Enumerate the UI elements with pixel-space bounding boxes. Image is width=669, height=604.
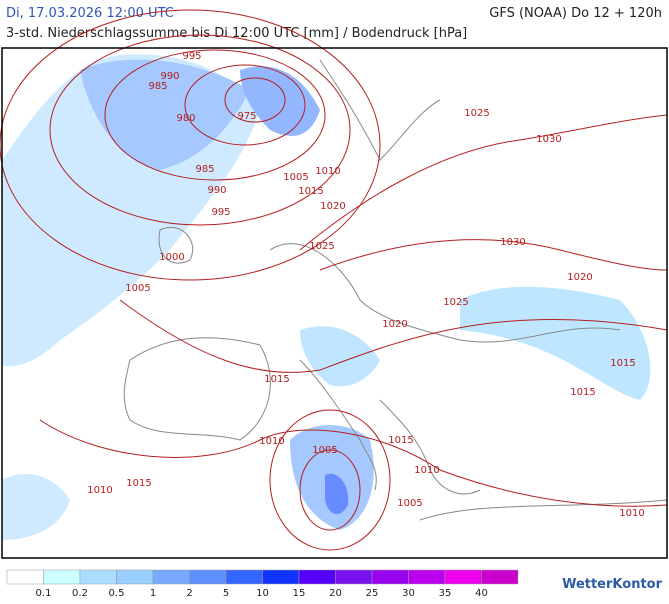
legend-swatch [408, 569, 446, 585]
isobar-label: 985 [195, 164, 214, 175]
isobar-label: 1010 [87, 485, 112, 496]
legend-label: 10 [256, 588, 269, 599]
isobar-label: 1005 [283, 172, 308, 183]
legend-label: 0.1 [36, 588, 52, 599]
legend-swatch [298, 569, 336, 585]
legend-swatch [189, 569, 227, 585]
isobar-label: 1025 [309, 241, 334, 252]
isobar-label: 1015 [610, 358, 635, 369]
subtitle: 3-std. Niederschlagssumme bis Di 12:00 U… [6, 26, 467, 41]
legend-swatch [152, 569, 190, 585]
isobar-label: 1005 [312, 445, 337, 456]
isobar-label: 995 [211, 207, 230, 218]
legend-label: 35 [439, 588, 452, 599]
legend-label: 30 [402, 588, 415, 599]
isobar-label: 1015 [264, 374, 289, 385]
isobar-label: 1010 [259, 436, 284, 447]
legend-label: 1 [150, 588, 156, 599]
isobar-label: 1015 [126, 478, 151, 489]
legend-label: 25 [366, 588, 379, 599]
isobar-label: 1000 [159, 252, 184, 263]
isobar-label: 1020 [567, 272, 592, 283]
isobar-label: 1015 [388, 435, 413, 446]
coastlines [123, 59, 668, 521]
legend-swatch [262, 569, 300, 585]
legend-swatch [6, 569, 44, 585]
legend-swatch [79, 569, 117, 585]
isobar-label: 980 [176, 113, 195, 124]
isobar-label: 990 [160, 71, 179, 82]
isobar-label: 985 [148, 81, 167, 92]
model: GFS (NOAA) Do 12 + 120h [489, 6, 662, 21]
legend: 0.1 0.2 0.5 1 2 5 10 15 20 25 30 35 40 [6, 569, 519, 599]
legend-label: 15 [293, 588, 306, 599]
isobar-label: 990 [207, 185, 226, 196]
legend-swatch [335, 569, 373, 585]
isobar-label: 1010 [619, 508, 644, 519]
legend-swatch [481, 569, 519, 585]
legend-label: 0.5 [109, 588, 125, 599]
legend-swatch [444, 569, 482, 585]
precipitation [2, 54, 651, 540]
isobar-label: 1025 [443, 297, 468, 308]
isobar-label: 1005 [397, 498, 422, 509]
legend-swatch [225, 569, 263, 585]
isobar-label: 1020 [320, 201, 345, 212]
isobar-label: 1015 [570, 387, 595, 398]
isobar-label: 1030 [500, 237, 525, 248]
legend-swatch [43, 569, 81, 585]
isobar-label: 1015 [298, 186, 323, 197]
legend-label: 0.2 [72, 588, 88, 599]
isobar-label: 975 [237, 111, 256, 122]
isobar-label: 1005 [125, 283, 150, 294]
isobar-label: 1020 [382, 319, 407, 330]
legend-label: 5 [223, 588, 229, 599]
legend-label: 2 [186, 588, 192, 599]
isobar-label: 1025 [464, 108, 489, 119]
isobar-label: 995 [182, 51, 201, 62]
isobar-label: 1010 [315, 166, 340, 177]
isobar-label: 1010 [414, 465, 439, 476]
legend-swatch [116, 569, 154, 585]
legend-swatch [371, 569, 409, 585]
date: Di, 17.03.2026 12:00 UTC [6, 6, 174, 21]
logo: WetterKontor [562, 577, 663, 592]
isobars [0, 9, 668, 551]
legend-label: 40 [475, 588, 488, 599]
legend-label: 20 [329, 588, 342, 599]
isobar-label: 1030 [536, 134, 561, 145]
